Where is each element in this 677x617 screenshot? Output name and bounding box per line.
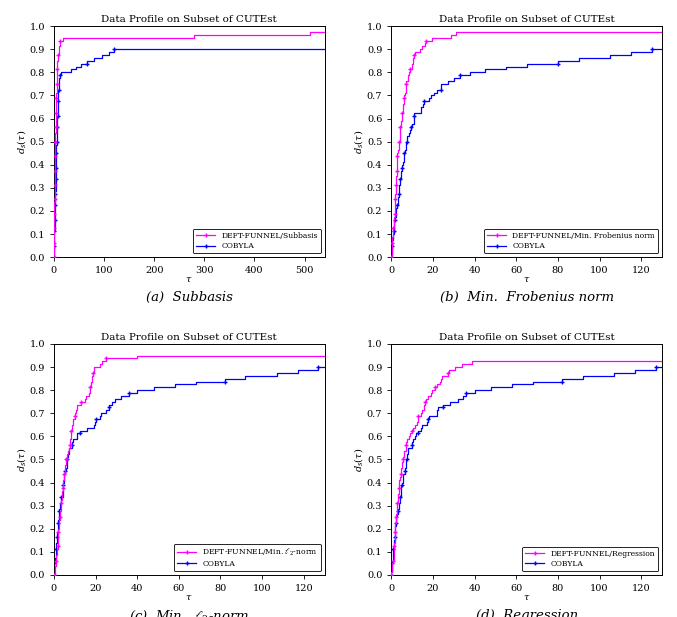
Title: Data Profile on Subset of CUTEst: Data Profile on Subset of CUTEst xyxy=(439,333,615,342)
X-axis label: $\tau$: $\tau$ xyxy=(523,275,530,284)
Text: (a)  Subbasis: (a) Subbasis xyxy=(146,291,233,304)
Legend: DEFT-FUNNEL/Min. $\ell_2$-norm, COBYLA: DEFT-FUNNEL/Min. $\ell_2$-norm, COBYLA xyxy=(174,544,321,571)
Title: Data Profile on Subset of CUTEst: Data Profile on Subset of CUTEst xyxy=(439,15,615,24)
Legend: DEFT-FUNNEL/Min. Frobenius norm, COBYLA: DEFT-FUNNEL/Min. Frobenius norm, COBYLA xyxy=(484,229,658,254)
Legend: DEFT-FUNNEL/Subbasis, COBYLA: DEFT-FUNNEL/Subbasis, COBYLA xyxy=(193,229,321,254)
Y-axis label: $d_s(\tau)$: $d_s(\tau)$ xyxy=(15,130,28,154)
X-axis label: $\tau$: $\tau$ xyxy=(523,593,530,602)
Y-axis label: $d_s(\tau)$: $d_s(\tau)$ xyxy=(353,447,366,471)
X-axis label: $\tau$: $\tau$ xyxy=(185,593,193,602)
Text: (d)  Regression: (d) Regression xyxy=(475,609,577,617)
Y-axis label: $d_s(\tau)$: $d_s(\tau)$ xyxy=(353,130,366,154)
X-axis label: $\tau$: $\tau$ xyxy=(185,275,193,284)
Y-axis label: $d_s(\tau)$: $d_s(\tau)$ xyxy=(15,447,28,471)
Legend: DEFT-FUNNEL/Regression, COBYLA: DEFT-FUNNEL/Regression, COBYLA xyxy=(522,547,658,571)
Text: (b)  Min.  Frobenius norm: (b) Min. Frobenius norm xyxy=(439,291,614,304)
Text: (c)  Min.  $\ell_2$-norm: (c) Min. $\ell_2$-norm xyxy=(129,609,249,617)
Title: Data Profile on Subset of CUTEst: Data Profile on Subset of CUTEst xyxy=(102,333,277,342)
Title: Data Profile on Subset of CUTEst: Data Profile on Subset of CUTEst xyxy=(102,15,277,24)
